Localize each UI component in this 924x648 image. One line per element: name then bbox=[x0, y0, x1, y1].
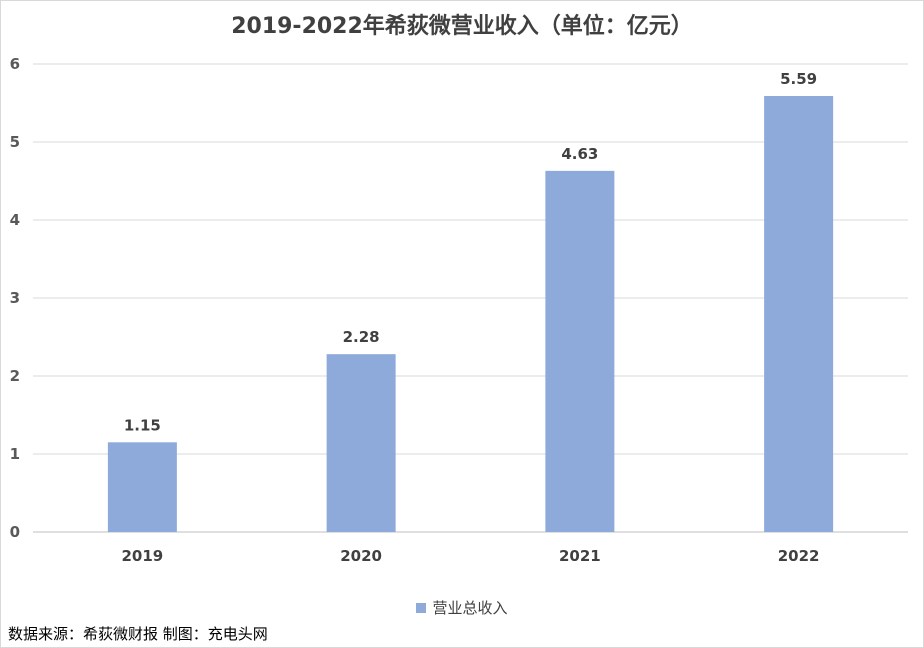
bar bbox=[107, 442, 177, 532]
data-label: 5.59 bbox=[780, 70, 817, 88]
y-tick-label: 4 bbox=[10, 211, 20, 229]
legend-label: 营业总收入 bbox=[432, 599, 508, 617]
chart-title: 2019-2022年希荻微营业收入（单位：亿元） bbox=[231, 14, 693, 39]
bar bbox=[545, 170, 615, 533]
y-tick-label: 5 bbox=[10, 133, 20, 151]
legend-swatch bbox=[416, 602, 427, 613]
data-label: 1.15 bbox=[124, 416, 161, 434]
x-tick-label: 2019 bbox=[122, 547, 164, 565]
y-tick-label: 2 bbox=[10, 367, 20, 385]
y-tick-label: 6 bbox=[10, 55, 20, 73]
x-tick-label: 2021 bbox=[559, 547, 601, 565]
bar bbox=[764, 95, 834, 532]
x-tick-label: 2022 bbox=[778, 547, 820, 565]
data-label: 2.28 bbox=[343, 328, 380, 346]
data-label: 4.63 bbox=[561, 145, 598, 163]
y-tick-label: 0 bbox=[10, 523, 20, 541]
y-tick-label: 1 bbox=[10, 445, 20, 463]
x-tick-label: 2020 bbox=[340, 547, 382, 565]
source-note: 数据来源：希荻微财报 制图：充电头网 bbox=[8, 625, 268, 643]
y-tick-label: 3 bbox=[10, 289, 20, 307]
bar bbox=[326, 354, 396, 532]
legend: 营业总收入 bbox=[0, 597, 924, 618]
